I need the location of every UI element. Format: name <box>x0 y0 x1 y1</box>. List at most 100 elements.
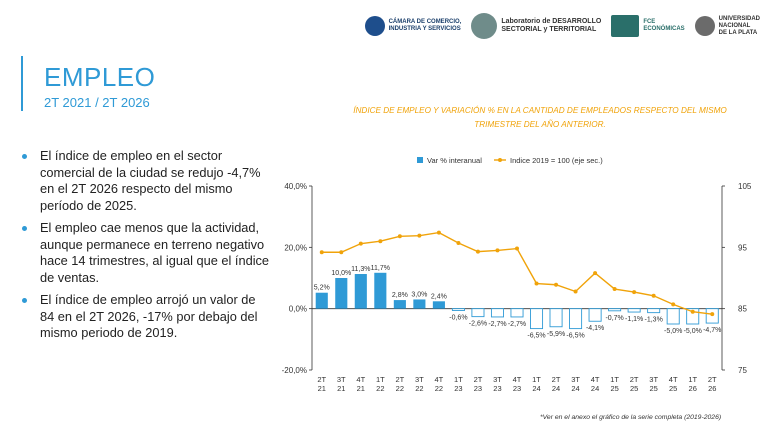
bullet-item: El índice de empleo arrojó un valor de 8… <box>20 292 270 342</box>
x-tick-label: 22 <box>415 384 423 393</box>
x-tick-label: 24 <box>552 384 560 393</box>
bar-data-label: -5,9% <box>547 331 565 338</box>
bar-data-label: 11,7% <box>371 265 390 272</box>
x-tick-label: 26 <box>708 384 716 393</box>
x-tick-label: 24 <box>532 384 540 393</box>
index-point <box>358 241 363 246</box>
legend-line-marker <box>498 158 502 162</box>
fce-logo-text: FCE ECONÓMICAS <box>643 19 685 32</box>
index-point <box>378 239 383 244</box>
bar-data-label: -2,7% <box>488 321 506 328</box>
x-tick-label: 21 <box>337 384 345 393</box>
x-tick-label: 22 <box>435 384 443 393</box>
unlp-seal-icon <box>694 16 715 36</box>
x-tick-label: 25 <box>610 384 618 393</box>
bar-data-label: 2,4% <box>431 293 447 300</box>
x-tick-label: 23 <box>493 384 501 393</box>
bar <box>530 308 544 330</box>
chart-title: ÍNDICE DE EMPLEO Y VARIACIÓN % EN LA CAN… <box>353 106 727 129</box>
bar <box>588 308 602 322</box>
index-point <box>319 250 324 255</box>
y-right-tick-label: 85 <box>738 305 747 314</box>
bar <box>608 308 622 312</box>
index-point <box>534 281 539 286</box>
bar <box>510 308 524 318</box>
x-tick-label: 1T <box>454 375 463 384</box>
bar <box>432 301 445 309</box>
x-tick-label: 25 <box>630 384 638 393</box>
x-tick-label: 2T <box>552 375 561 384</box>
bar <box>374 272 387 309</box>
bar <box>335 278 348 309</box>
header-logos: CÁMARA DE COMERCIO, INDUSTRIA Y SERVICIO… <box>364 6 760 46</box>
index-point <box>475 249 480 254</box>
x-tick-label: 2T <box>474 375 483 384</box>
x-tick-label: 4T <box>356 375 365 384</box>
x-tick-label: 4T <box>669 375 678 384</box>
camara-emblem-icon <box>364 16 385 36</box>
index-point <box>515 246 519 251</box>
camara-logo: CÁMARA DE COMERCIO, INDUSTRIA Y SERVICIO… <box>364 16 462 36</box>
index-point <box>612 287 617 292</box>
bar <box>451 308 465 311</box>
index-point <box>397 234 402 239</box>
y-right-tick-label: 105 <box>738 182 752 191</box>
x-tick-label: 3T <box>571 375 580 384</box>
bar-data-label: -5,0% <box>684 328 702 335</box>
fce-emblem-icon <box>611 15 640 37</box>
x-tick-label: 25 <box>669 384 677 393</box>
x-tick-label: 2T <box>630 375 639 384</box>
bar-data-label: -1,3% <box>645 317 663 324</box>
bar-data-label: 11,3% <box>351 266 370 273</box>
x-tick-label: 3T <box>493 375 502 384</box>
y-right-tick-label: 75 <box>738 366 747 375</box>
laboratorio-emblem-icon <box>471 13 498 39</box>
bar-data-label: -0,7% <box>605 315 623 322</box>
bar-data-label: 3,0% <box>411 291 427 298</box>
bar-data-label: -6,5% <box>566 333 584 340</box>
x-tick-label: 1T <box>376 375 385 384</box>
legend-line-label: Indice 2019 = 100 (eje sec.) <box>510 156 603 165</box>
unlp-logo-text: UNIVERSIDAD NACIONAL DE LA PLATA <box>718 15 760 36</box>
x-tick-label: 1T <box>688 375 697 384</box>
x-tick-label: 24 <box>591 384 599 393</box>
index-point <box>671 302 676 307</box>
x-tick-label: 1T <box>610 375 619 384</box>
footnote: *Ver en el anexo el gráfico de la serie … <box>540 414 722 421</box>
bar-data-label: -2,6% <box>469 321 487 328</box>
index-point <box>456 241 461 246</box>
index-point <box>417 233 422 238</box>
x-tick-label: 26 <box>689 384 697 393</box>
x-tick-label: 2T <box>708 375 717 384</box>
x-tick-label: 4T <box>513 375 522 384</box>
laboratorio-logo: Laboratorio de DESARROLLO SECTORIAL y TE… <box>471 13 601 39</box>
index-point <box>690 309 695 314</box>
bar-data-label: -2,7% <box>508 321 526 328</box>
x-tick-label: 22 <box>396 384 404 393</box>
unlp-logo: UNIVERSIDAD NACIONAL DE LA PLATA <box>694 15 760 37</box>
index-point <box>573 289 578 294</box>
bar-data-label: -4,7% <box>703 327 721 334</box>
x-tick-label: 3T <box>649 375 658 384</box>
bar-data-label: -5,0% <box>664 328 682 335</box>
x-tick-label: 1T <box>532 375 541 384</box>
camara-logo-text: CÁMARA DE COMERCIO, INDUSTRIA Y SERVICIO… <box>388 19 462 32</box>
page-title: EMPLEO <box>44 62 156 92</box>
y-right-tick-label: 95 <box>738 243 747 252</box>
bar-data-label: -1,1% <box>625 316 643 323</box>
x-tick-label: 24 <box>571 384 579 393</box>
bar <box>490 308 504 318</box>
bar-data-label: -4,1% <box>586 325 604 332</box>
bullet-item: El empleo cae menos que la actividad, au… <box>20 220 270 286</box>
index-point <box>495 248 500 253</box>
fce-logo: FCE ECONÓMICAS <box>611 15 685 37</box>
index-point <box>593 271 598 276</box>
bar <box>471 308 485 318</box>
bar-data-label: 10,0% <box>331 270 351 277</box>
y-left-tick-label: -20,0% <box>282 366 307 375</box>
x-tick-label: 4T <box>591 375 600 384</box>
x-tick-label: 2T <box>317 375 326 384</box>
bar <box>549 308 563 328</box>
employment-chart: 40,0%20,0%0,0%-20,0%1059585755,2%10,0%11… <box>282 156 752 393</box>
x-tick-label: 3T <box>337 375 346 384</box>
